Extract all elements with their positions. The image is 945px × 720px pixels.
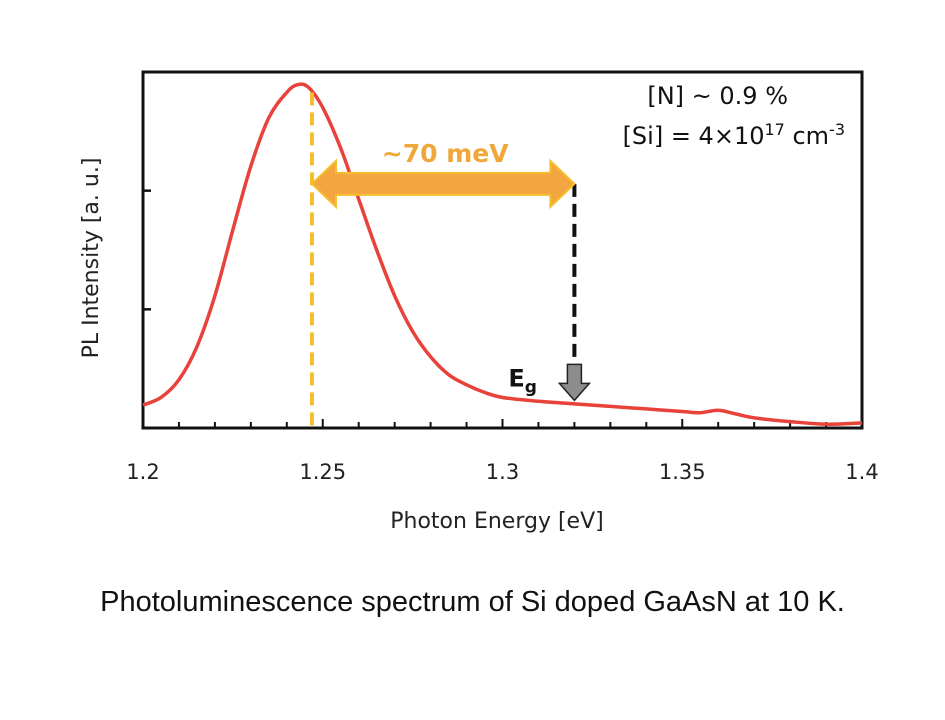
x-tick-label: 1.3 [486, 460, 519, 484]
silicon-concentration-label: [Si] = 4×1017 cm-3 [623, 120, 845, 150]
annotations: ~70 meV Eg [309, 92, 592, 426]
ticks: 1.2 1.25 1.3 1.35 1.4 [126, 70, 879, 484]
energy-difference-arrow [310, 158, 576, 210]
pl-spectrum-line [142, 82, 863, 426]
si-prefix: [Si] = 4×10 [623, 122, 765, 150]
si-unit-exponent: -3 [829, 120, 845, 139]
x-tick-label: 1.2 [126, 460, 159, 484]
x-axis-title: Photon Energy [eV] [390, 509, 603, 534]
y-axis-title: PL Intensity [a. u.] [79, 158, 104, 359]
x-tick-label: 1.25 [299, 460, 346, 484]
si-unit: cm [785, 122, 829, 150]
series [142, 82, 863, 426]
bandgap-label-sub: g [525, 377, 537, 397]
nitrogen-concentration-label: [N] ~ 0.9 % [647, 82, 788, 110]
si-exponent: 17 [764, 120, 784, 139]
energy-difference-label: ~70 meV [382, 139, 509, 168]
x-tick-label: 1.35 [659, 460, 706, 484]
bandgap-label: Eg [508, 364, 537, 397]
bandgap-label-main: E [508, 364, 524, 392]
bandgap-arrow [557, 363, 592, 402]
figure-caption: Photoluminescence spectrum of Si doped G… [100, 586, 845, 618]
x-tick-label: 1.4 [845, 460, 878, 484]
